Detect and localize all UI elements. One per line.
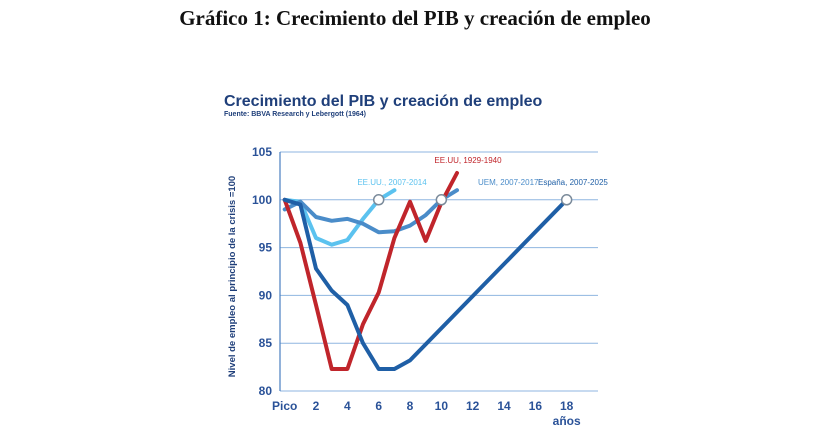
x-tick-label: 10 xyxy=(435,399,449,413)
marker-layer xyxy=(372,194,573,206)
x-tick-label: Pico xyxy=(272,399,297,413)
y-tick-label: 90 xyxy=(259,288,273,302)
x-tick-label: 6 xyxy=(375,399,382,413)
y-tick-label: 105 xyxy=(252,145,272,159)
series-layer xyxy=(282,171,569,371)
label-layer: EE.UU., 2007-2014 UEM, 2007-2017 EE.UU, 19… xyxy=(357,156,608,187)
chart-source: Fuente: BBVA Research y Lebergott (1964) xyxy=(224,111,366,118)
series-marker-espana-2007-2025 xyxy=(560,194,573,206)
y-axis-label: Nivel de empleo al principio de la crisi… xyxy=(227,176,238,377)
y-tick-label: 85 xyxy=(259,336,273,350)
x-tick-label: 2 xyxy=(313,399,320,413)
x-tick-label: 8 xyxy=(407,399,414,413)
y-tick-label: 80 xyxy=(259,384,273,398)
chart-title: Crecimiento del PIB y creación de empleo xyxy=(224,93,543,110)
series-line-espana-2007-2025 xyxy=(282,197,569,371)
series-marker-ee-uu-2007-2014 xyxy=(372,194,385,206)
series-label-uem-2007-2017: UEM, 2007-2017 xyxy=(478,178,539,187)
x-tick-label: 18 xyxy=(560,399,574,413)
document-title: Gráfico 1: Crecimiento del PIB y creació… xyxy=(179,6,651,30)
series-label-espana-2007-2025: España, 2007-2025 xyxy=(538,178,608,187)
series-line-ee-uu-1929-1940 xyxy=(282,171,459,371)
x-tick-label: 14 xyxy=(497,399,511,413)
series-label-ee-uu-2007-2014: EE.UU., 2007-2014 xyxy=(357,178,427,187)
tick-layer: 80 85 90 95 100 105 Pico 2 4 6 8 10 12 14 16 18 xyxy=(252,145,574,413)
y-tick-label: 100 xyxy=(252,193,272,207)
x-axis-label: años xyxy=(553,414,581,428)
series-marker-uem-2007-2017 xyxy=(435,194,448,206)
x-tick-label: 16 xyxy=(529,399,543,413)
y-tick-label: 95 xyxy=(259,241,273,255)
x-tick-label: 12 xyxy=(466,399,480,413)
series-line-uem-2007-2017 xyxy=(282,188,459,235)
x-tick-label: 4 xyxy=(344,399,351,413)
grid xyxy=(279,151,598,392)
series-label-ee-uu-1929-1940: EE.UU, 1929-1940 xyxy=(434,156,502,165)
